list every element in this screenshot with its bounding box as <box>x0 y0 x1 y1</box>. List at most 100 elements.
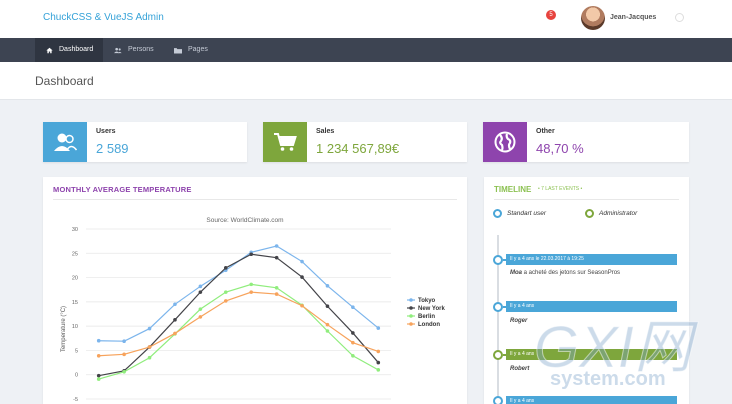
stat-card-other[interactable]: Other 48,70 % <box>483 122 689 162</box>
home-icon <box>46 47 53 53</box>
users-icon <box>54 133 77 151</box>
nav-item-pages[interactable]: Pages <box>174 38 224 62</box>
chart-y-tick-label: 30 <box>72 227 78 233</box>
chart-data-point[interactable] <box>223 290 228 294</box>
legend-label[interactable]: Tokyo <box>418 298 436 304</box>
chart-y-tick-label: 0 <box>75 373 78 379</box>
chart-data-point[interactable] <box>249 252 254 257</box>
chart-data-point[interactable] <box>274 285 279 290</box>
chart-data-point[interactable] <box>173 302 177 307</box>
nav-item-persons[interactable]: Persons <box>114 38 169 62</box>
chart-data-point[interactable] <box>274 292 279 296</box>
legend-marker <box>409 306 413 310</box>
chart-data-point[interactable] <box>300 303 304 308</box>
timeline-event[interactable]: Robert <box>510 366 529 372</box>
chart-data-point[interactable] <box>300 259 304 264</box>
notification-badge[interactable]: 5 <box>546 10 556 20</box>
chart-data-point[interactable] <box>376 368 381 372</box>
timeline-node <box>493 302 503 312</box>
chart-data-point[interactable] <box>325 329 330 333</box>
timeline-panel: TIMELINE • 7 LAST EVENTS • Standart user… <box>484 177 689 404</box>
panel-divider <box>53 199 457 200</box>
legend-label[interactable]: New York <box>418 306 445 312</box>
temperature-chart: Source: WorldClimate.com Temperature (°C… <box>61 217 445 403</box>
chart-data-point[interactable] <box>351 305 355 309</box>
chart-data-point[interactable] <box>376 360 381 365</box>
chart-data-point[interactable] <box>173 331 177 336</box>
chart-data-point[interactable] <box>147 326 152 331</box>
chart-data-point[interactable] <box>198 284 203 289</box>
chart-data-point[interactable] <box>300 275 304 279</box>
brand-title[interactable]: ChuckCSS & VueJS Admin <box>43 12 164 23</box>
chart-y-tick-label: -5 <box>73 397 78 403</box>
chart-data-point[interactable] <box>325 284 330 288</box>
timeline-event-date: Il y a 4 ans <box>506 349 677 360</box>
chart-data-point[interactable] <box>223 299 228 303</box>
chart-data-point[interactable] <box>96 338 101 343</box>
chart-data-point[interactable] <box>122 352 126 357</box>
chart-data-point[interactable] <box>96 353 101 358</box>
chart-data-point[interactable] <box>376 326 381 330</box>
top-header: ChuckCSS & VueJS Admin 5 Jean-Jacques <box>0 0 732 38</box>
legend-marker <box>409 298 413 302</box>
chart-data-point[interactable] <box>249 290 254 294</box>
chart-y-tick-label: 10 <box>72 324 78 330</box>
chart-data-point[interactable] <box>249 282 254 287</box>
timeline-node <box>493 350 503 360</box>
chart-data-point[interactable] <box>147 345 152 349</box>
stat-icon-box <box>483 122 527 162</box>
chart-data-point[interactable] <box>351 353 355 358</box>
chart-data-point[interactable] <box>198 315 203 319</box>
chart-data-point[interactable] <box>325 304 330 309</box>
timeline-connector <box>503 259 507 261</box>
chart-data-point[interactable] <box>376 349 381 354</box>
legend-label[interactable]: London <box>418 322 440 328</box>
users-icon <box>114 47 122 53</box>
chart-data-point[interactable] <box>96 373 101 378</box>
timeline-event[interactable]: Roger <box>510 318 527 324</box>
chart-y-axis-label: Temperature (°C) <box>61 306 67 352</box>
legend-marker <box>409 314 413 318</box>
legend-label-user: Standart user <box>507 210 547 217</box>
chart-data-point[interactable] <box>96 377 101 381</box>
page-header: Dashboard <box>0 62 732 100</box>
chart-data-point[interactable] <box>274 255 279 260</box>
power-icon[interactable] <box>675 13 684 22</box>
chart-data-point[interactable] <box>223 266 228 270</box>
stat-label: Sales <box>316 128 335 135</box>
chart-data-point[interactable] <box>122 339 126 343</box>
chart-data-point[interactable] <box>122 370 126 374</box>
page-title: Dashboard <box>35 74 94 88</box>
timeline-subtitle: • 7 LAST EVENTS • <box>538 186 583 192</box>
timeline-event-date: Il y a 4 ans <box>506 301 677 312</box>
chart-data-point[interactable] <box>198 307 203 311</box>
chart-data-point[interactable] <box>147 355 152 360</box>
panel-title: MONTHLY AVERAGE TEMPERATURE <box>53 185 192 194</box>
stat-card-sales[interactable]: Sales 1 234 567,89€ <box>263 122 467 162</box>
stat-value: 1 234 567,89€ <box>316 141 400 156</box>
nav-item-label: Persons <box>128 46 154 53</box>
chart-data-point[interactable] <box>325 322 330 327</box>
timeline-connector <box>503 354 507 356</box>
chart-y-tick-label: 15 <box>72 300 78 306</box>
timeline-title: TIMELINE <box>494 185 532 194</box>
stat-value: 2 589 <box>96 141 129 156</box>
nav-item-dashboard[interactable]: Dashboard <box>35 38 103 62</box>
nav-item-label: Dashboard <box>59 46 94 53</box>
chart-data-point[interactable] <box>173 318 177 322</box>
timeline-event-actor: Robert <box>510 366 530 372</box>
stat-value: 48,70 % <box>536 141 584 156</box>
chart-data-point[interactable] <box>351 331 355 335</box>
chart-series-line <box>98 253 379 377</box>
stat-label: Users <box>96 128 116 135</box>
avatar[interactable] <box>581 6 605 30</box>
chart-data-point[interactable] <box>351 340 355 345</box>
stat-card-users[interactable]: Users 2 589 <box>43 122 247 162</box>
chart-data-point[interactable] <box>274 244 279 248</box>
timeline-event[interactable]: Moa a acheté des jetons sur SeasonPros <box>510 270 620 276</box>
chart-series-line <box>98 245 379 342</box>
chart-data-point[interactable] <box>198 290 203 294</box>
legend-label[interactable]: Berlin <box>418 314 435 320</box>
username[interactable]: Jean-Jacques <box>610 14 657 21</box>
temperature-panel: MONTHLY AVERAGE TEMPERATURE Source: Worl… <box>43 177 467 404</box>
